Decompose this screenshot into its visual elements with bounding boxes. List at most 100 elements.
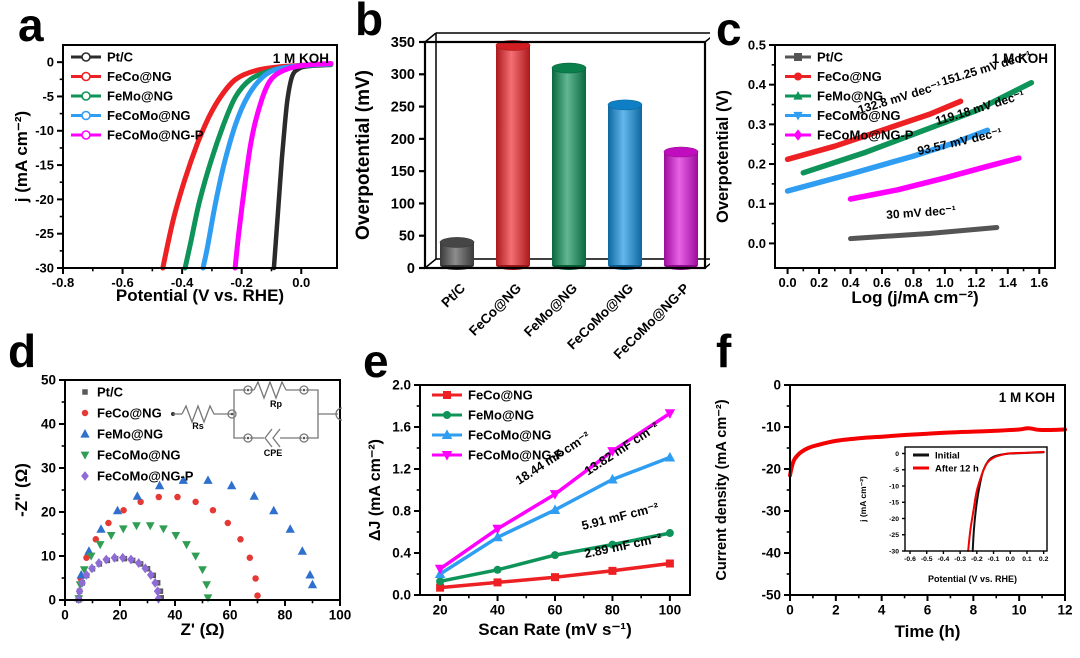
svg-text:1.2: 1.2 — [967, 275, 985, 290]
panel-b-y-axis-label: Overpotential (mV) — [353, 70, 374, 240]
svg-text:-0.2: -0.2 — [971, 556, 983, 563]
svg-text:FeCoMo@NG: FeCoMo@NG — [107, 108, 190, 123]
panel-f-electrolyte-note: 1 M KOH — [998, 390, 1055, 405]
panel-d-chart: 0 20 40 60 80 100 0 10 20 30 40 50 Pt/C FeCo@NG FeMo@N… — [41, 373, 351, 623]
svg-text:FeCoMo@NG-P: FeCoMo@NG-P — [107, 128, 204, 143]
svg-text:100: 100 — [659, 603, 682, 618]
svg-text:10: 10 — [41, 549, 56, 564]
panel-f-inset-y-axis-label: j (mA cm⁻²) — [858, 476, 868, 522]
svg-text:50: 50 — [399, 229, 415, 245]
panel-e-x-axis-label: Scan Rate (mV s⁻¹) — [478, 620, 632, 639]
circuit-cpe-label: CPE — [264, 448, 283, 458]
svg-text:1.2: 1.2 — [392, 462, 411, 477]
svg-text:-15: -15 — [35, 157, 54, 172]
panel-f-inset-chart: -0.6 -0.5 -0.4 -0.3 -0.2 -0.1 0.0 0.1 0.2 0 -5 -10 -… — [889, 446, 1049, 563]
svg-text:Pt/C: Pt/C — [438, 280, 468, 310]
svg-text:150: 150 — [391, 164, 415, 180]
svg-text:After 12 h: After 12 h — [935, 463, 979, 474]
svg-text:FeMo@NG: FeMo@NG — [107, 89, 173, 104]
svg-text:0.2: 0.2 — [748, 156, 766, 171]
svg-text:-5: -5 — [893, 467, 899, 474]
svg-text:40: 40 — [41, 417, 56, 432]
svg-text:0.8: 0.8 — [392, 504, 411, 519]
svg-text:0.0: 0.0 — [748, 236, 766, 251]
svg-text:-30: -30 — [35, 260, 54, 275]
svg-text:2.89 mF cm⁻²: 2.89 mF cm⁻² — [583, 531, 663, 561]
svg-text:0: 0 — [773, 378, 781, 393]
svg-text:FeCoMo@NG: FeCoMo@NG — [817, 108, 900, 123]
svg-text:200: 200 — [391, 132, 415, 148]
svg-text:-10: -10 — [35, 123, 54, 138]
panel-a-chart: -0.8 -0.6 -0.4 -0.2 0.0 0 -5 -10 -15 -20 -25 -30 Pt/… — [35, 44, 338, 290]
svg-text:30 mV dec⁻¹: 30 mV dec⁻¹ — [886, 203, 957, 222]
panel-a-y-axis-label: j (mA cm⁻²) — [12, 110, 31, 203]
panel-c: 0.0 0.2 0.4 0.6 0.8 1.0 1.2 1.4 1.6 0.0 0.1 0.2 0.3 0… — [700, 0, 1080, 330]
svg-text:0.4: 0.4 — [392, 546, 411, 561]
svg-text:-15: -15 — [889, 500, 899, 507]
panel-b-letter: b — [355, 0, 384, 45]
panel-f-inset-x-axis-label: Potential (V vs. RHE) — [927, 574, 1017, 584]
svg-text:-25: -25 — [889, 532, 899, 539]
panel-a-letter: a — [18, 0, 44, 51]
svg-text:30: 30 — [41, 461, 56, 476]
svg-text:5.91 mF cm⁻²: 5.91 mF cm⁻² — [580, 500, 660, 533]
svg-text:Pt/C: Pt/C — [817, 50, 844, 65]
svg-text:0: 0 — [61, 608, 69, 623]
svg-text:-40: -40 — [761, 546, 781, 561]
svg-text:-0.1: -0.1 — [988, 556, 1000, 563]
svg-text:FeCo@NG: FeCo@NG — [107, 69, 172, 84]
svg-text:8: 8 — [970, 603, 978, 618]
svg-text:40: 40 — [167, 608, 182, 623]
svg-text:0: 0 — [47, 55, 54, 70]
panel-e: 20 40 60 80 100 0.0 0.4 0.8 1.2 1.6 2.0 18.44 mF cm… — [355, 330, 700, 658]
svg-text:FeCo@NG: FeCo@NG — [817, 69, 882, 84]
svg-text:-5: -5 — [42, 89, 54, 104]
svg-text:60: 60 — [547, 603, 562, 618]
svg-text:0.0: 0.0 — [1006, 556, 1016, 563]
svg-text:0.2: 0.2 — [1039, 556, 1049, 563]
panel-c-x-axis-label: Log (j/mA cm⁻²) — [851, 288, 979, 307]
panel-c-chart: 0.0 0.2 0.4 0.6 0.8 1.0 1.2 1.4 1.6 0.0 0.1 0.2 0.3 0… — [748, 37, 1056, 290]
svg-text:12: 12 — [1057, 603, 1072, 618]
svg-text:FeCo@NG: FeCo@NG — [97, 406, 162, 421]
svg-text:0: 0 — [48, 593, 56, 608]
panel-b-chart: 050100150200250300350Pt/CFeCo@NGFeMo@NGF… — [391, 32, 710, 362]
svg-text:2.0: 2.0 — [392, 378, 411, 393]
panel-c-electrolyte-note: 1 M KOH — [991, 51, 1048, 66]
panel-e-letter: e — [363, 335, 389, 387]
svg-text:250: 250 — [391, 99, 415, 115]
svg-text:350: 350 — [391, 35, 415, 51]
panel-a-x-axis-label: Potential (V vs. RHE) — [115, 286, 285, 305]
svg-text:-10: -10 — [761, 420, 781, 435]
svg-text:-0.4: -0.4 — [171, 275, 194, 290]
panel-f-letter: f — [716, 325, 732, 377]
svg-text:6: 6 — [924, 603, 932, 618]
equivalent-circuit-inset: Rs Rp CPE — [171, 380, 343, 458]
svg-text:80: 80 — [277, 608, 292, 623]
panel-b: 0 50 100 150 200 250 300 350 Pt/C FeCo@NG FeMo@NG F… — [345, 0, 710, 375]
panel-d-letter: d — [8, 325, 37, 377]
svg-text:FeMo@NG: FeMo@NG — [97, 427, 163, 442]
svg-text:-10: -10 — [889, 483, 899, 490]
svg-text:1.4: 1.4 — [999, 275, 1018, 290]
panel-f: 0 2 4 6 8 10 12 0 -10 -20 -30 -40 -50 f Current dens… — [700, 325, 1080, 658]
svg-text:80: 80 — [605, 603, 620, 618]
panel-f-x-axis-label: Time (h) — [894, 622, 961, 641]
panel-d-y-axis-label: -Z" (Ω) — [12, 463, 31, 517]
panel-f-chart: 0 2 4 6 8 10 120-10-20-30-40-50 — [761, 378, 1072, 618]
svg-text:10: 10 — [1012, 603, 1027, 618]
svg-text:Pt/C: Pt/C — [97, 385, 124, 400]
svg-text:40: 40 — [490, 603, 505, 618]
svg-text:0.0: 0.0 — [292, 275, 310, 290]
panel-d-x-axis-label: Z' (Ω) — [180, 620, 225, 639]
svg-text:0.4: 0.4 — [841, 275, 860, 290]
svg-text:-0.3: -0.3 — [954, 556, 966, 563]
svg-text:20: 20 — [112, 608, 127, 623]
svg-text:13.82 mF cm⁻²: 13.82 mF cm⁻² — [582, 420, 662, 478]
svg-text:0: 0 — [895, 451, 899, 458]
svg-text:-20: -20 — [761, 462, 781, 477]
panel-f-y-axis-label: Current density (mA cm⁻²) — [714, 399, 730, 581]
svg-text:0.8: 0.8 — [904, 275, 922, 290]
